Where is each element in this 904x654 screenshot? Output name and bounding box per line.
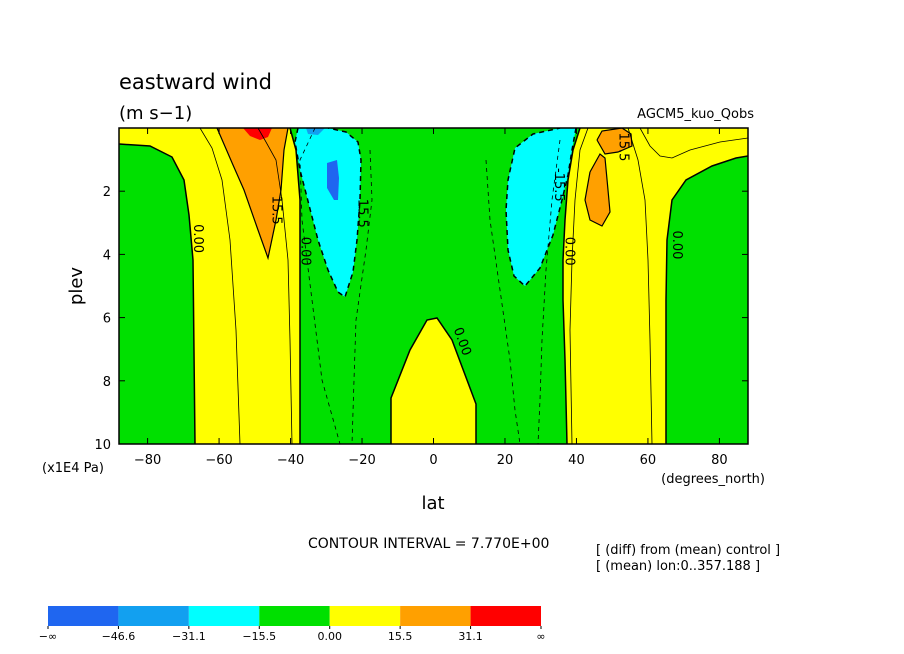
x-tick-label: −20 <box>348 453 375 468</box>
colorbar-swatch <box>329 606 401 626</box>
contour-line <box>199 128 241 444</box>
fill-blue-south <box>327 160 339 200</box>
colorbar-swatch <box>400 606 471 626</box>
contour-line <box>569 128 589 444</box>
chart-units: (m s−1) <box>119 103 192 124</box>
contour-interval: CONTOUR INTERVAL = 7.770E+00 <box>308 536 549 552</box>
fill-cyan-south <box>295 128 361 297</box>
colorbar-label: −31.1 <box>172 630 206 643</box>
colorbar-label: ∞ <box>536 630 545 643</box>
x-axis: −80 −60 −40 −20 0 20 40 60 80 <box>134 128 728 468</box>
fill-green-north-polar <box>666 156 748 444</box>
y-tick-label: 4 <box>103 248 111 263</box>
note-diff: [ (diff) from (mean) control ] <box>596 543 780 558</box>
contour-zero-line <box>119 143 196 444</box>
experiment-label: AGCM5_kuo_Qobs <box>637 107 754 122</box>
contour-label: 0.00 <box>669 230 684 259</box>
contour-line <box>639 128 748 159</box>
colorbar-label: 31.1 <box>458 630 483 643</box>
chart-title: eastward wind <box>119 70 272 94</box>
x-tick-label: 60 <box>640 453 657 468</box>
note-mean-lon: [ (mean) lon:0..357.188 ] <box>596 559 760 574</box>
contour-zero-line <box>289 128 301 444</box>
fill-orange-north-lower <box>585 154 610 226</box>
colorbar-swatch <box>118 606 189 626</box>
colorbar-swatch <box>259 606 330 626</box>
contour-fills <box>119 128 748 444</box>
contour-label: 0.00 <box>190 224 205 253</box>
y-axis-units: (x1E4 Pa) <box>42 461 104 476</box>
colorbar-label: −15.5 <box>242 630 276 643</box>
contour-line <box>257 128 293 444</box>
fill-orange-north-upper <box>597 128 632 154</box>
fill-orange-south <box>217 128 288 258</box>
colorbar-label: −46.6 <box>102 630 136 643</box>
y-axis: 2 4 6 8 10 <box>94 185 748 453</box>
contour-dashed <box>537 139 561 444</box>
contour-dashed <box>351 149 373 444</box>
y-tick-label: 2 <box>103 185 111 200</box>
x-tick-label: −80 <box>134 453 161 468</box>
contour-label: 0.00 <box>297 237 312 266</box>
contour-dashed <box>505 128 577 288</box>
colorbar-swatch <box>48 606 119 626</box>
fill-cyan-north <box>506 128 576 286</box>
y-tick-label: 10 <box>94 438 111 453</box>
contour-zero-line <box>390 317 477 444</box>
fill-lightblue-south-top <box>306 128 325 135</box>
contour-zero-line <box>665 155 748 444</box>
contour-label: -15.5 <box>551 168 566 202</box>
colorbar-label: −∞ <box>39 630 57 643</box>
y-tick-label: 6 <box>103 312 111 327</box>
contour-lines <box>119 128 748 444</box>
x-tick-label: 40 <box>568 453 585 468</box>
contour-zero-line <box>562 128 581 444</box>
x-axis-units: (degrees_north) <box>661 472 765 487</box>
x-tick-label: −60 <box>205 453 232 468</box>
contour-dashed <box>299 128 341 444</box>
x-tick-label: 80 <box>711 453 728 468</box>
contour-line <box>627 128 653 444</box>
contour-label: 0.00 <box>562 237 577 266</box>
contour-dashed <box>294 128 362 299</box>
fill-green-south-polar <box>119 144 195 444</box>
y-tick-label: 8 <box>103 375 111 390</box>
x-tick-label: 20 <box>497 453 514 468</box>
contour-label: 15.5 <box>615 132 630 161</box>
contour-label: 15.5 <box>269 196 284 225</box>
contour-line <box>216 128 289 261</box>
colorbar-swatch <box>188 606 260 626</box>
x-tick-label: −40 <box>277 453 304 468</box>
contour-dashed <box>485 159 521 444</box>
colorbar-label: 0.00 <box>317 630 342 643</box>
colorbar-swatch <box>470 606 541 626</box>
y-axis-label: plev <box>66 267 87 306</box>
colorbar-label: 15.5 <box>388 630 413 643</box>
contour-line <box>584 153 611 227</box>
x-tick-label: 0 <box>429 453 437 468</box>
x-axis-label: lat <box>421 493 444 514</box>
colorbar: −∞ −46.6 −31.1 −15.5 0.00 15.5 31.1 ∞ <box>39 606 546 643</box>
contour-label: 15.5 <box>354 199 369 228</box>
fill-red-south <box>243 128 272 140</box>
